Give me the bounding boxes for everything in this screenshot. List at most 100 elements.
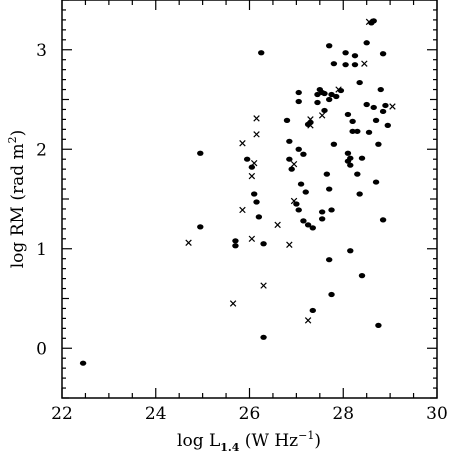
dot-point — [286, 156, 293, 162]
dot-point — [300, 151, 307, 157]
cross-point — [307, 122, 314, 129]
dot-point — [382, 102, 389, 109]
dot-point — [318, 209, 326, 215]
x-tick-label: 28 — [332, 404, 354, 424]
dot-point — [295, 207, 302, 213]
dot-point — [356, 191, 363, 197]
tick-labels: 22 24 26 28 30 0 1 2 3 — [36, 41, 448, 424]
dot-point — [342, 50, 349, 56]
dot-point — [379, 217, 387, 223]
dot-point — [232, 238, 239, 244]
dot-point — [351, 62, 359, 68]
x-tick-label: 22 — [51, 404, 73, 424]
x-tick-label: 24 — [145, 404, 167, 424]
dot-point — [349, 118, 356, 124]
dot-point — [379, 51, 387, 57]
dot-point — [318, 216, 326, 222]
dot-point — [347, 162, 354, 168]
dot-point — [325, 186, 333, 192]
y-tick-label: 1 — [36, 240, 47, 260]
dot-point — [283, 117, 291, 123]
dot-point — [347, 155, 354, 161]
dot-point — [314, 99, 321, 106]
dot-point — [363, 40, 370, 46]
dot-point — [309, 307, 316, 314]
dot-point — [363, 101, 370, 108]
dot-point — [384, 122, 391, 128]
dot-point — [197, 150, 204, 156]
dot-point — [351, 53, 359, 59]
dot-point — [288, 166, 295, 172]
y-tick-label: 3 — [36, 41, 47, 61]
cross-point — [304, 317, 312, 324]
dot-point — [333, 93, 340, 100]
cross-point — [229, 300, 237, 307]
axis-ticks — [61, 0, 438, 399]
dot-point — [379, 108, 387, 115]
cross-point — [260, 282, 267, 289]
dot-point — [325, 96, 333, 103]
dot-point — [356, 79, 363, 86]
cross-point — [318, 112, 326, 119]
dot-point — [295, 98, 302, 105]
cross-point — [239, 206, 246, 214]
dot-point — [314, 91, 321, 98]
y-tick-label: 2 — [36, 140, 47, 160]
x-axis-title: log L1.4 (W Hz−1) — [177, 429, 321, 453]
data-points — [79, 18, 396, 366]
dot-point — [358, 155, 366, 161]
dot-point — [330, 61, 338, 67]
dot-point — [258, 50, 265, 56]
cross-point — [248, 172, 256, 180]
dot-point — [297, 181, 305, 187]
dot-point — [347, 248, 354, 254]
dot-point — [325, 257, 333, 263]
dot-point — [255, 214, 263, 220]
dot-point — [243, 156, 251, 162]
dot-point — [302, 189, 309, 195]
cross-point — [290, 197, 298, 205]
dot-point — [344, 111, 352, 118]
dot-point — [79, 360, 87, 366]
dot-point — [321, 90, 328, 97]
x-tick-label: 30 — [426, 404, 448, 424]
dot-point — [328, 207, 335, 213]
dot-point — [354, 128, 361, 134]
cross-point — [307, 116, 314, 123]
cross-point — [286, 241, 293, 248]
dot-point — [349, 128, 356, 134]
dot-point — [295, 89, 302, 96]
cross-point — [253, 115, 260, 122]
dot-point — [250, 191, 258, 197]
dot-point — [286, 138, 293, 144]
cross-point — [365, 18, 373, 26]
dot-point — [295, 146, 302, 152]
dot-point — [377, 86, 384, 93]
cross-point — [274, 221, 281, 229]
cross-point — [248, 235, 256, 243]
dot-point — [372, 117, 380, 123]
dot-point — [365, 129, 373, 135]
cross-point — [253, 131, 260, 138]
dot-point — [248, 164, 256, 170]
dot-point — [253, 199, 260, 205]
dot-point — [323, 171, 331, 177]
dot-point — [260, 241, 267, 247]
dot-point — [328, 91, 335, 98]
cross-point — [335, 86, 342, 93]
dot-point — [375, 322, 382, 328]
dot-point — [375, 141, 382, 147]
cross-point — [185, 239, 192, 247]
y-axis-title: log RM (rad m2) — [6, 130, 28, 269]
dot-point — [354, 171, 361, 177]
cross-point — [389, 103, 396, 110]
y-tick-label: 0 — [36, 339, 47, 359]
plot-frame — [61, 0, 438, 399]
dot-point — [330, 141, 338, 147]
cross-point — [239, 140, 246, 147]
dot-point — [309, 225, 316, 231]
dot-point — [358, 273, 366, 279]
dot-point — [342, 62, 349, 68]
cross-point — [361, 60, 368, 67]
dot-point — [328, 291, 335, 298]
